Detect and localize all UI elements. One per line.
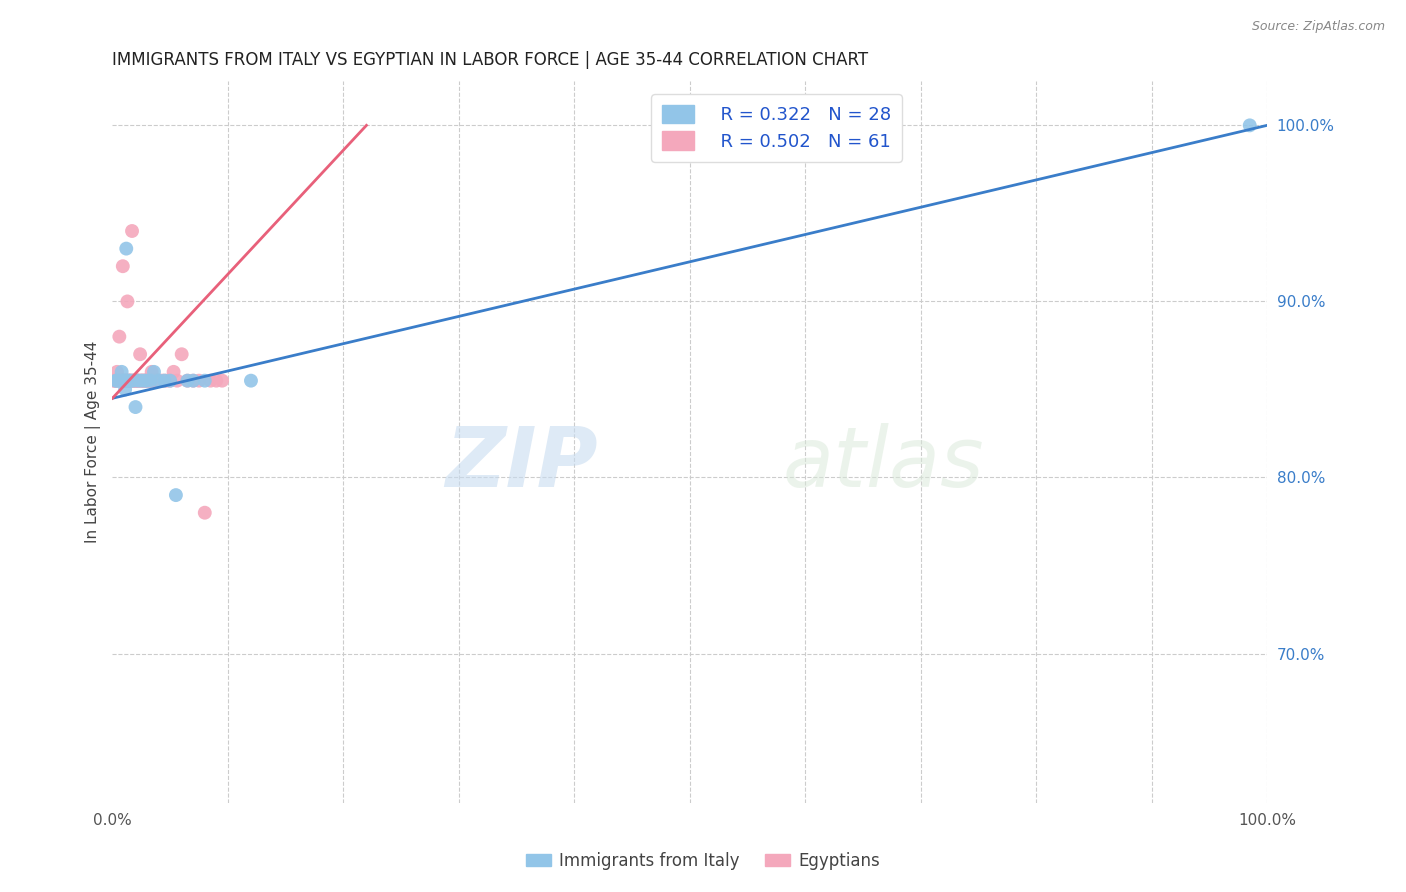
Point [159,374,181,388]
Point [135,374,157,388]
Point [117,374,139,388]
Legend:   R = 0.322   N = 28,   R = 0.502   N = 61: R = 0.322 N = 28, R = 0.502 N = 61 [651,94,901,161]
Text: ZIP: ZIP [444,424,598,505]
Point [107,374,129,388]
Point [104,374,127,388]
Y-axis label: In Labor Force | Age 35-44: In Labor Force | Age 35-44 [86,341,101,543]
Point [156,374,179,388]
Point [176,374,198,388]
Point [124,374,146,388]
Point [141,365,163,379]
Point [1239,119,1261,133]
Point [176,374,198,388]
Point [211,374,233,388]
Text: atlas: atlas [782,424,984,505]
Point [132,374,155,388]
Point [111,374,134,388]
Point [115,374,138,388]
Point [128,374,150,388]
Point [127,374,149,388]
Point [142,374,165,388]
Point [134,374,156,388]
Point [134,374,156,388]
Text: Source: ZipAtlas.com: Source: ZipAtlas.com [1251,20,1385,33]
Point [136,374,159,388]
Point [148,374,170,388]
Point [138,374,160,388]
Point [105,365,128,379]
Point [118,374,141,388]
Point [194,374,217,388]
Point [122,374,145,388]
Point [117,374,139,388]
Point [121,224,143,238]
Point [134,374,156,388]
Point [129,347,152,361]
Point [148,374,170,388]
Point [108,374,131,388]
Point [129,374,152,388]
Point [162,365,184,379]
Point [124,374,146,388]
Point [143,374,166,388]
Point [112,374,135,388]
Point [124,400,146,414]
Legend: Immigrants from Italy, Egyptians: Immigrants from Italy, Egyptians [519,846,887,877]
Point [138,374,160,388]
Point [110,374,132,388]
Point [108,329,131,343]
Point [194,506,217,520]
Point [143,374,166,388]
Point [129,374,152,388]
Point [115,242,138,256]
Point [125,374,148,388]
Point [114,383,136,397]
Point [153,374,176,388]
Point [111,374,134,388]
Point [165,488,187,502]
Point [146,374,169,388]
Point [112,374,135,388]
Point [114,374,136,388]
Point [188,374,211,388]
Point [103,374,125,388]
Point [139,374,162,388]
Point [143,365,166,379]
Point [111,259,134,273]
Point [120,374,142,388]
Point [122,374,145,388]
Point [120,374,142,388]
Point [150,374,173,388]
Point [124,374,146,388]
Point [136,374,159,388]
Point [159,374,181,388]
Point [111,365,134,379]
Point [104,374,127,388]
Point [115,374,138,388]
Point [239,374,262,388]
Point [127,374,149,388]
Point [112,374,135,388]
Point [104,374,127,388]
Point [117,374,139,388]
Point [205,374,228,388]
Point [200,374,222,388]
Point [127,374,149,388]
Point [129,374,152,388]
Point [122,374,145,388]
Text: IMMIGRANTS FROM ITALY VS EGYPTIAN IN LABOR FORCE | AGE 35-44 CORRELATION CHART: IMMIGRANTS FROM ITALY VS EGYPTIAN IN LAB… [112,51,869,69]
Point [181,374,204,388]
Point [166,374,188,388]
Point [181,374,204,388]
Point [131,374,153,388]
Point [149,374,172,388]
Point [117,294,139,309]
Point [105,374,128,388]
Point [153,374,176,388]
Point [170,347,193,361]
Point [118,374,141,388]
